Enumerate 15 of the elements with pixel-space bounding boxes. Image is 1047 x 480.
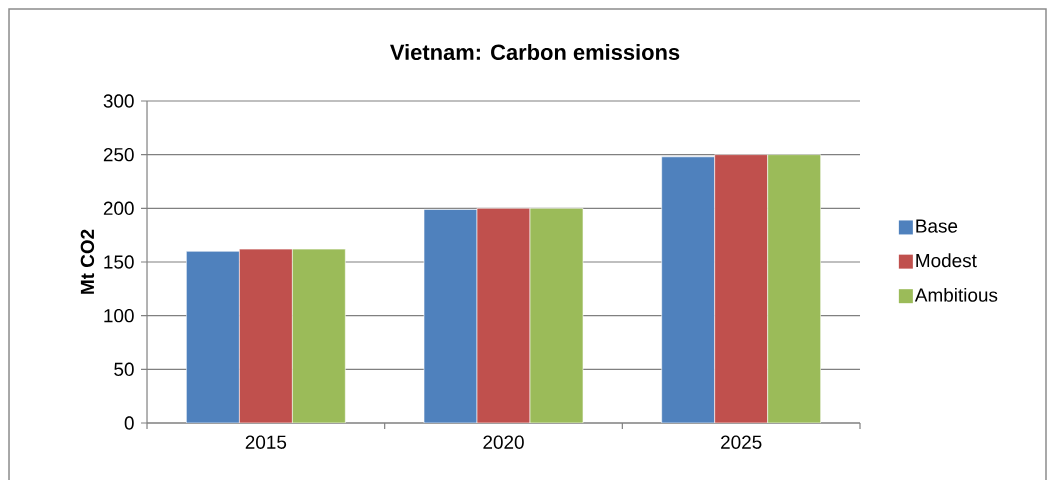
y-tick-label: 150 bbox=[104, 255, 134, 269]
y-tick-label: 200 bbox=[103, 201, 134, 216]
y-tick-label: 50 bbox=[114, 362, 134, 377]
x-tick-label: 2025 bbox=[721, 435, 762, 449]
x-tick-label: 2020 bbox=[483, 435, 524, 449]
legend-label: Modest bbox=[916, 253, 977, 268]
legend-label: Base bbox=[916, 219, 958, 233]
x-tick-label: 2015 bbox=[245, 435, 287, 449]
y-tick-label: 250 bbox=[103, 147, 134, 162]
y-tick-label: 100 bbox=[104, 308, 134, 323]
legend-label: Ambitious bbox=[914, 287, 998, 302]
y-tick-label: 300 bbox=[103, 94, 134, 108]
y-tick-label: 0 bbox=[124, 416, 134, 430]
chart-title: Vietnam: Carbon emissions bbox=[390, 43, 680, 61]
y-axis-title: Mt CO2 bbox=[80, 229, 95, 294]
